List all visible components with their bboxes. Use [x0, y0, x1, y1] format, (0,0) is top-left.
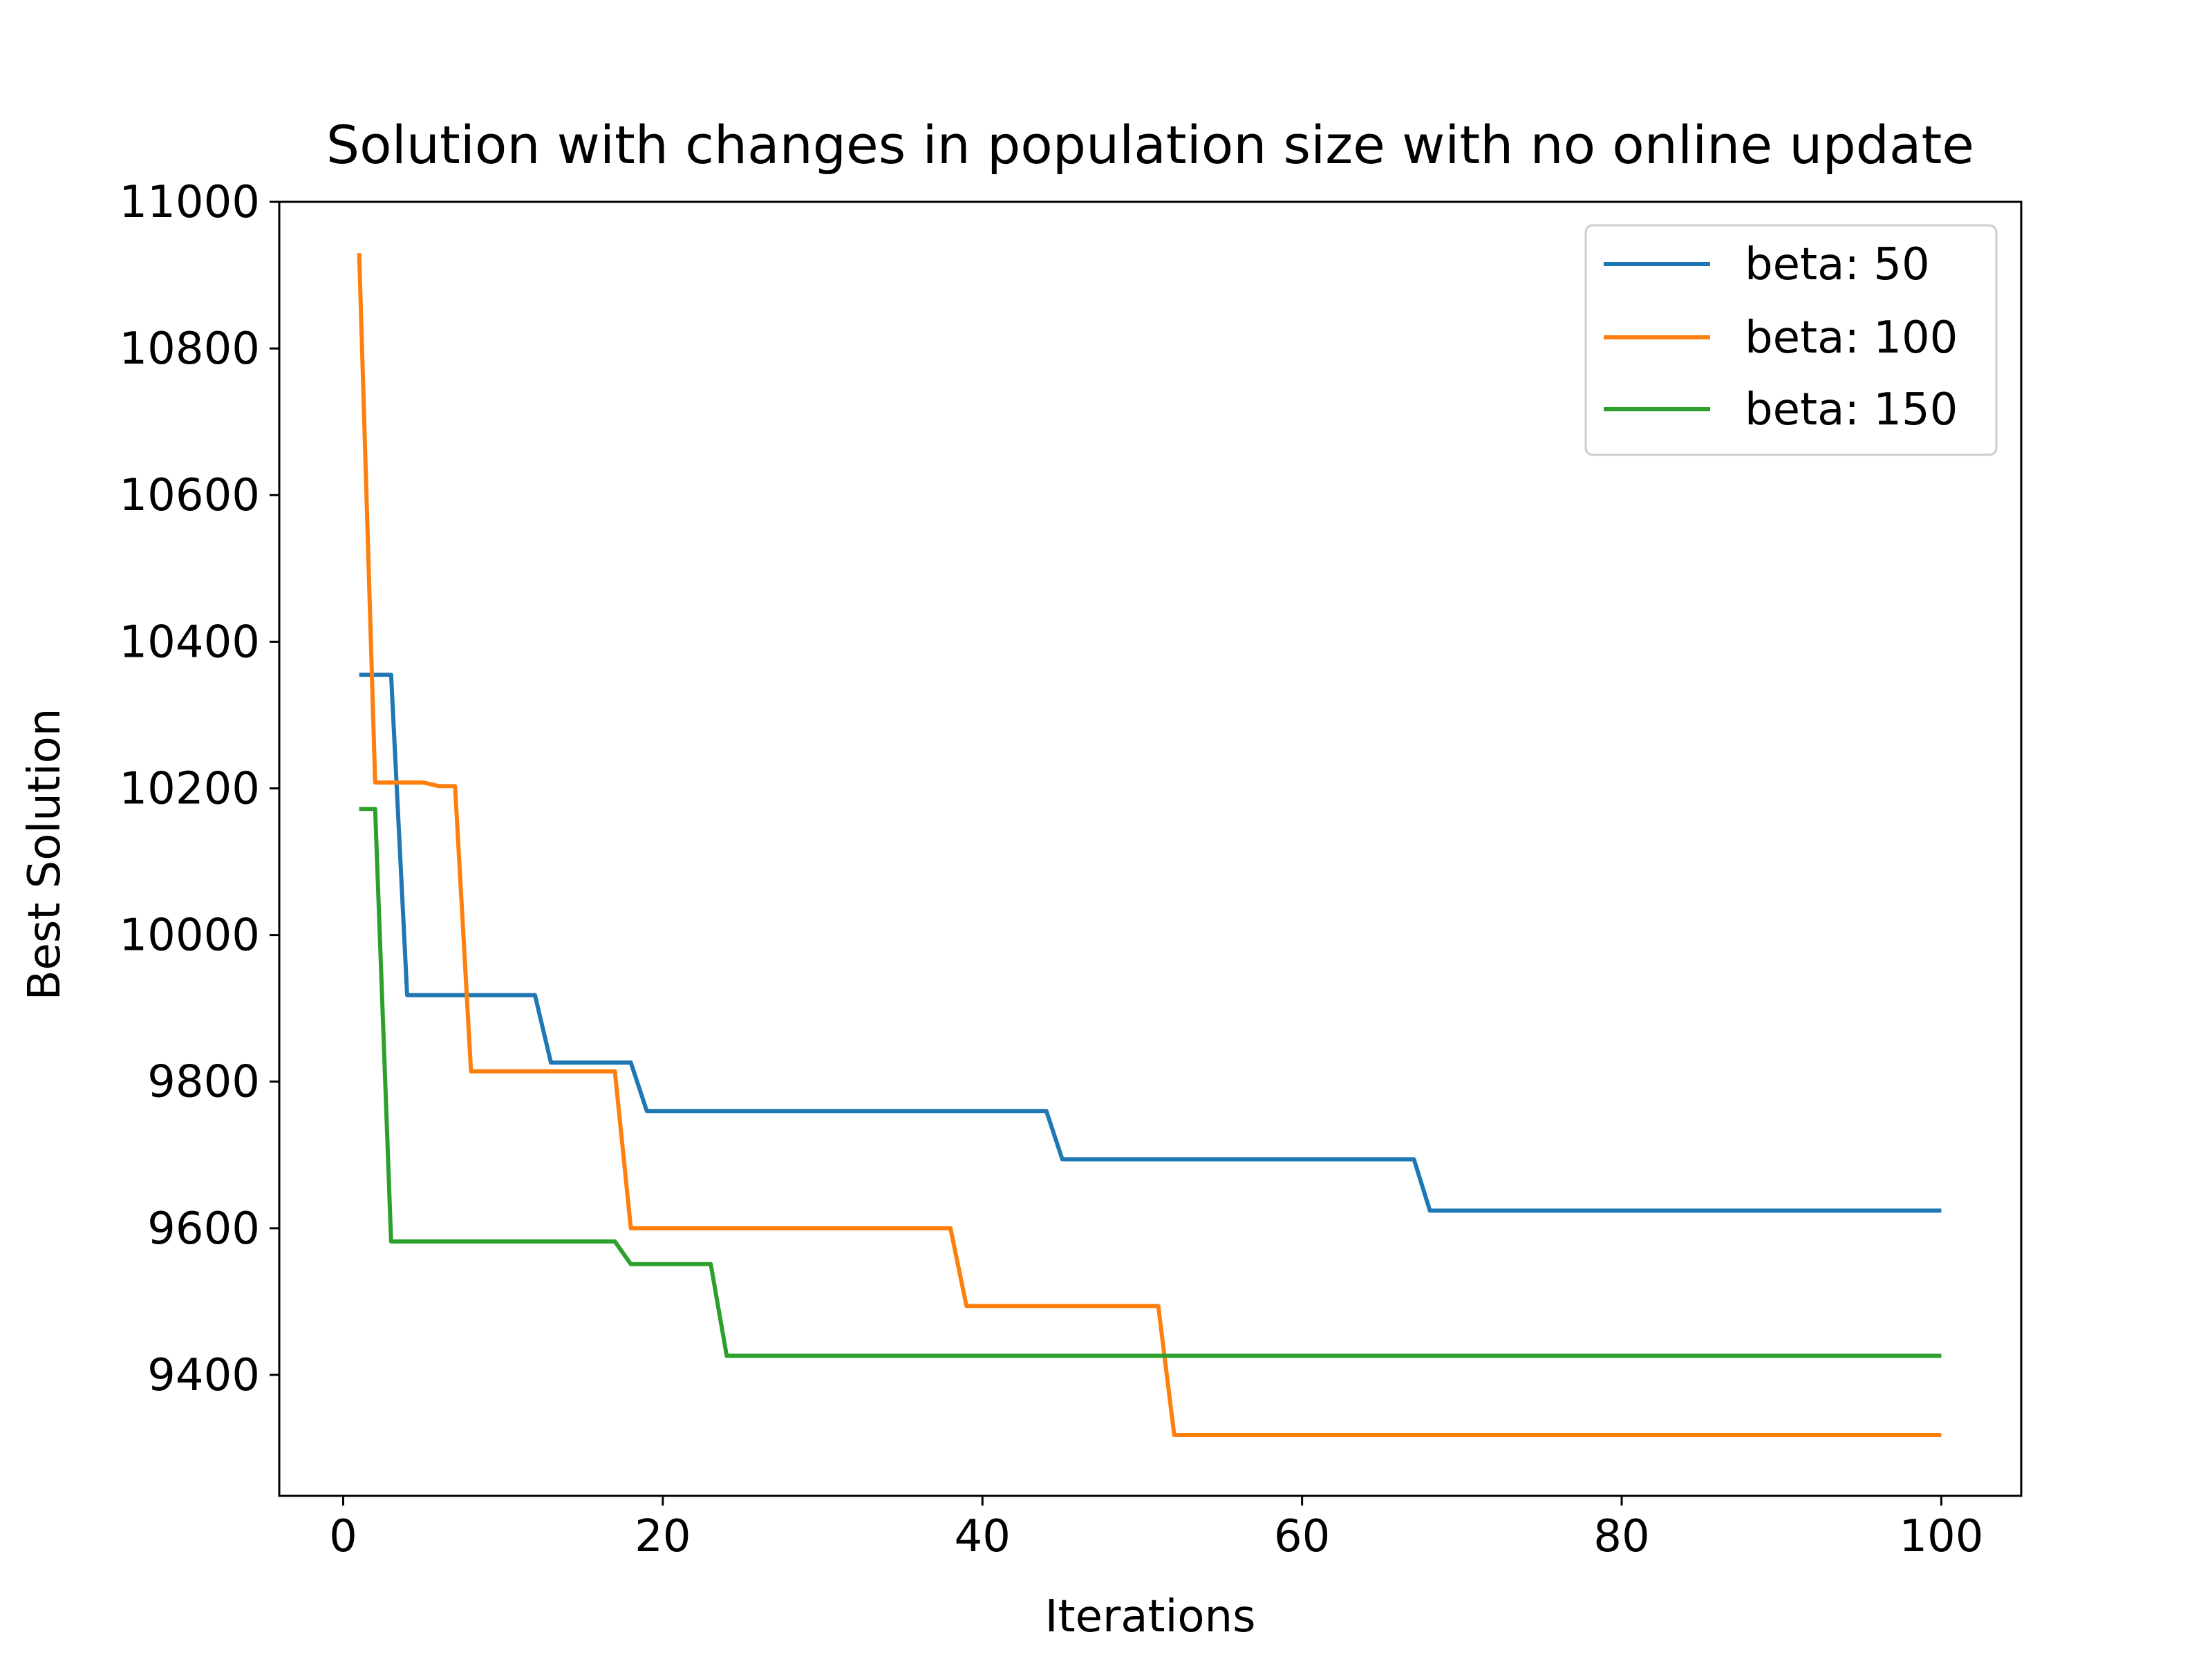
- x-tick-label: 100: [1899, 1511, 1983, 1562]
- legend: beta: 50 beta: 100 beta: 150: [1584, 224, 1998, 456]
- series-line-beta-100: [357, 253, 1942, 1437]
- y-tick-label: 9400: [147, 1350, 260, 1401]
- legend-label-beta-50: beta: 50: [1745, 239, 1930, 290]
- legend-label-beta-150: beta: 150: [1745, 384, 1958, 435]
- chart-title: Solution with changes in population size…: [326, 114, 1974, 176]
- y-tick-label: 10000: [119, 910, 260, 962]
- legend-label-beta-100: beta: 100: [1745, 312, 1958, 364]
- x-tick-label: 80: [1593, 1511, 1649, 1562]
- y-tick-label: 9600: [147, 1203, 260, 1255]
- x-tick-label: 0: [329, 1511, 357, 1562]
- y-axis-label: Best Solution: [19, 709, 71, 1001]
- series-line-beta-50: [359, 673, 1942, 1213]
- y-tick-label: 11000: [119, 177, 260, 228]
- y-tick-label: 10400: [119, 617, 260, 668]
- plot-series: [357, 253, 1942, 1437]
- legend-box: [1584, 224, 1998, 456]
- y-tick-label: 10800: [119, 324, 260, 375]
- x-tick-label: 60: [1274, 1511, 1330, 1562]
- plot-frame: [278, 200, 2023, 1497]
- x-axis-label: Iterations: [1045, 1591, 1256, 1642]
- series-line-beta-150: [359, 807, 1942, 1358]
- y-tick-label: 10200: [119, 763, 260, 814]
- y-tick-label: 9800: [147, 1057, 260, 1108]
- y-tick-label: 10600: [119, 470, 260, 521]
- x-tick-label: 40: [955, 1511, 1011, 1562]
- axis-ticks: 0 20 40 60 80 100 9400 9600 9800 10000 10200 10400 1…: [119, 177, 1983, 1562]
- x-tick-label: 20: [635, 1511, 691, 1562]
